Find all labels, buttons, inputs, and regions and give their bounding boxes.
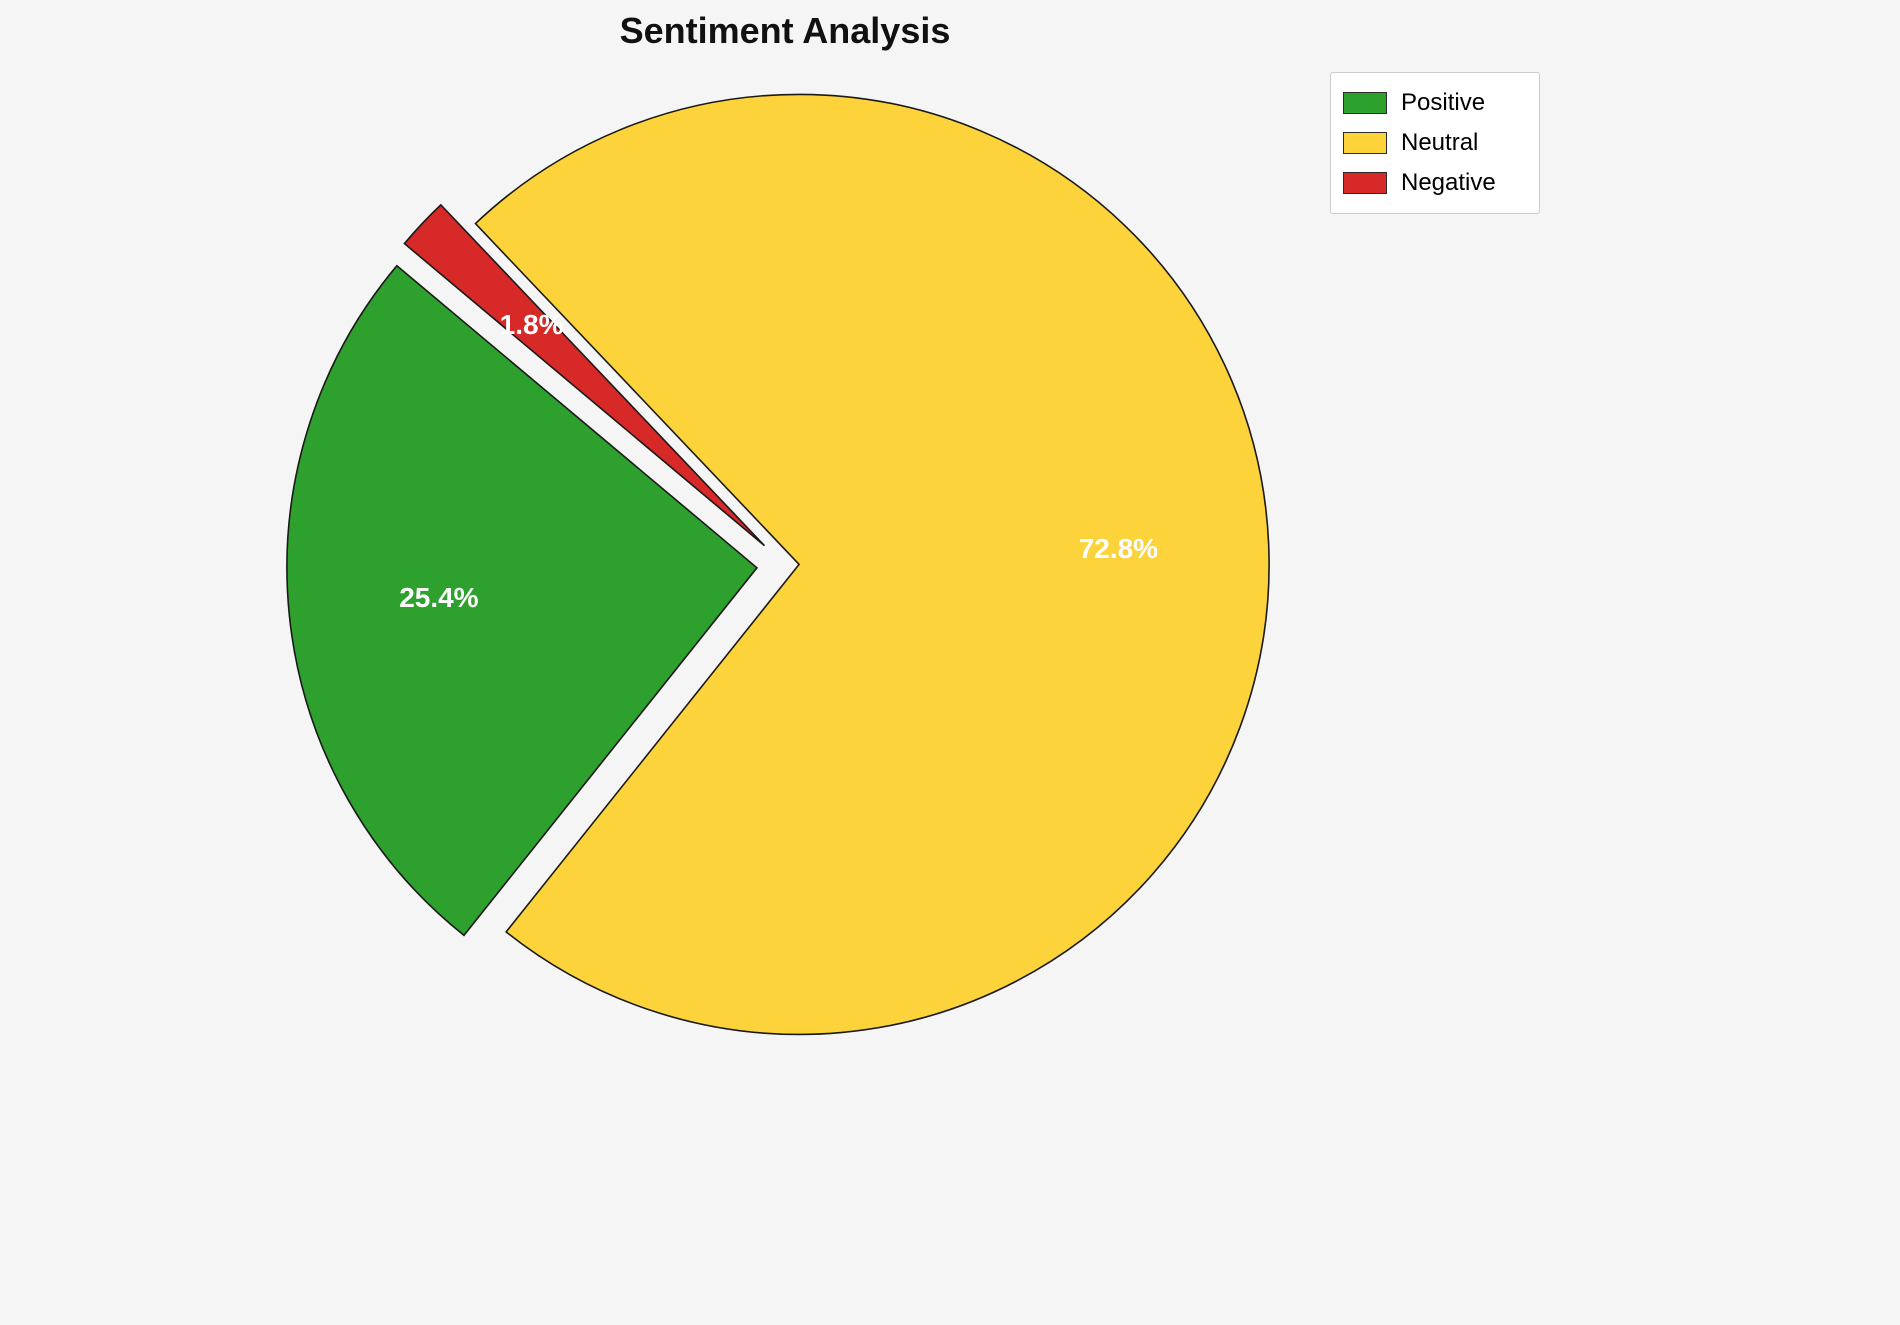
legend: Positive Neutral Negative [1330,72,1540,214]
chart-title: Sentiment Analysis [619,10,951,51]
pie-slice-neutral [474,93,1270,1036]
legend-swatch-negative [1343,172,1387,194]
legend-label-positive: Positive [1401,89,1486,116]
legend-swatch-neutral [1343,132,1387,154]
pie-slice-label-neutral: 72.8% [1079,533,1158,564]
legend-item-positive: Positive [1343,83,1527,123]
pie-slice-negative [403,203,766,547]
legend-item-negative: Negative [1343,163,1527,203]
legend-swatch-positive [1343,92,1387,114]
legend-item-neutral: Neutral [1343,123,1527,163]
pie-slice-positive [286,264,759,937]
legend-label-negative: Negative [1401,169,1496,196]
pie-slice-label-negative: 1.8% [500,309,564,340]
legend-label-neutral: Neutral [1401,129,1479,156]
pie-slice-label-positive: 25.4% [399,582,478,613]
